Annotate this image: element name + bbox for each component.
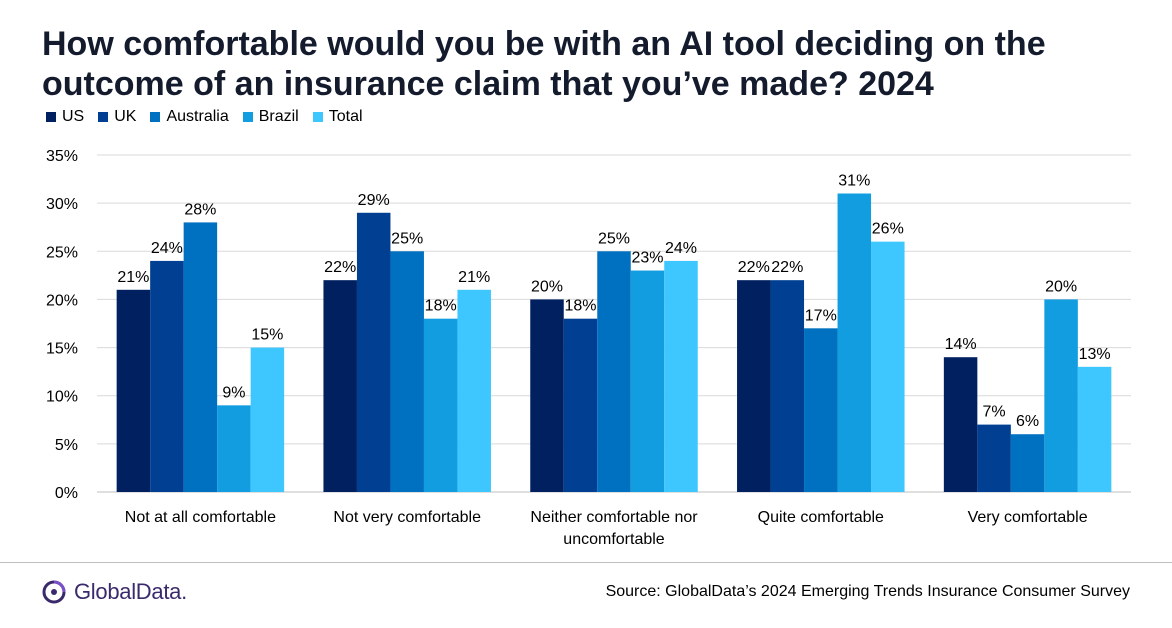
data-label: 28% <box>184 201 216 218</box>
x-tick-label: Not very comfortable <box>333 509 481 526</box>
bar-uk <box>770 280 805 492</box>
y-tick-label: 30% <box>46 196 78 213</box>
bar-us <box>943 357 978 492</box>
legend-swatch-brazil <box>242 112 253 122</box>
bar-total <box>457 289 491 492</box>
data-label: 26% <box>872 221 904 238</box>
bar-brazil <box>837 193 872 492</box>
data-label: 17% <box>805 307 837 324</box>
globaldata-logo-icon <box>42 580 66 604</box>
bar-uk <box>356 212 391 492</box>
legend-item-total: Total <box>312 108 363 126</box>
y-tick-label: 10% <box>46 389 78 406</box>
data-label: 18% <box>564 298 596 315</box>
data-label: 25% <box>598 230 630 247</box>
bar-us <box>323 280 357 492</box>
bar-total <box>871 241 905 492</box>
data-label: 20% <box>531 278 563 295</box>
bar-australia <box>390 251 424 492</box>
legend-swatch-australia <box>150 112 161 122</box>
data-label: 24% <box>151 240 183 257</box>
bar-brazil <box>630 270 665 492</box>
x-tick-label: Not at all comfortable <box>125 509 276 526</box>
x-tick-label: Quite comfortable <box>758 509 884 526</box>
bar-uk <box>977 424 1011 492</box>
legend-item-uk: UK <box>98 108 136 126</box>
y-tick-label: 20% <box>46 292 78 309</box>
chart-legend: US UK Australia Brazil Total <box>46 108 363 126</box>
source-note: Source: GlobalData’s 2024 Emerging Trend… <box>605 583 1130 600</box>
data-label: 15% <box>251 327 283 344</box>
bar-australia <box>1010 434 1045 492</box>
logo-text: GlobalData. <box>74 579 187 604</box>
bar-uk <box>150 260 184 492</box>
legend-label-total: Total <box>328 108 363 125</box>
legend-label-us: US <box>62 108 85 125</box>
y-tick-label: 15% <box>46 341 78 358</box>
data-label: 22% <box>771 259 803 276</box>
y-tick-label: 0% <box>55 485 78 502</box>
bar-uk <box>563 318 598 492</box>
y-tick-label: 5% <box>55 437 78 454</box>
bar-australia <box>183 222 218 492</box>
legend-label-australia: Australia <box>166 108 229 125</box>
legend-item-brazil: Brazil <box>242 108 299 126</box>
bar-brazil <box>1044 299 1078 492</box>
data-label: 23% <box>631 250 663 267</box>
bar-us <box>530 299 564 492</box>
legend-label-brazil: Brazil <box>258 108 299 125</box>
data-label: 29% <box>358 192 390 209</box>
data-label: 18% <box>425 298 457 315</box>
globaldata-logo: GlobalData. <box>40 578 187 606</box>
data-label: 21% <box>458 269 490 286</box>
bar-total <box>250 347 285 492</box>
x-tick-label: uncomfortable <box>563 531 664 548</box>
data-label: 9% <box>222 384 245 401</box>
bar-us <box>737 280 771 492</box>
data-label: 22% <box>324 259 356 276</box>
bar-australia <box>804 328 838 492</box>
data-label: 22% <box>738 259 770 276</box>
data-label: 31% <box>838 173 870 190</box>
legend-swatch-uk <box>98 112 109 122</box>
y-tick-label: 35% <box>46 148 78 165</box>
bar-chart: 0%5%10%15%20%25%30%35%21%24%28%9%15%Not … <box>46 148 1131 548</box>
x-tick-label: Very comfortable <box>968 509 1088 526</box>
bar-australia <box>597 251 631 492</box>
x-tick-label: Neither comfortable nor <box>530 509 698 526</box>
data-label: 25% <box>391 230 423 247</box>
legend-item-australia: Australia <box>150 108 229 126</box>
legend-label-uk: UK <box>114 108 137 125</box>
data-label: 14% <box>945 336 977 353</box>
y-tick-label: 25% <box>46 244 78 261</box>
bar-brazil <box>423 318 458 492</box>
bar-total <box>664 260 698 492</box>
bar-brazil <box>217 405 251 492</box>
data-label: 13% <box>1079 346 1111 363</box>
bar-us <box>116 289 151 492</box>
data-label: 7% <box>983 404 1006 421</box>
data-label: 24% <box>665 240 697 257</box>
footer-divider <box>0 562 1172 563</box>
data-label: 20% <box>1045 278 1077 295</box>
legend-swatch-us <box>46 112 56 122</box>
data-label: 21% <box>117 269 149 286</box>
legend-swatch-total <box>312 112 323 122</box>
chart-title: How comfortable would you be with an AI … <box>42 25 1046 103</box>
data-label: 6% <box>1016 413 1039 430</box>
legend-item-us: US <box>46 108 84 126</box>
bar-total <box>1077 366 1112 492</box>
